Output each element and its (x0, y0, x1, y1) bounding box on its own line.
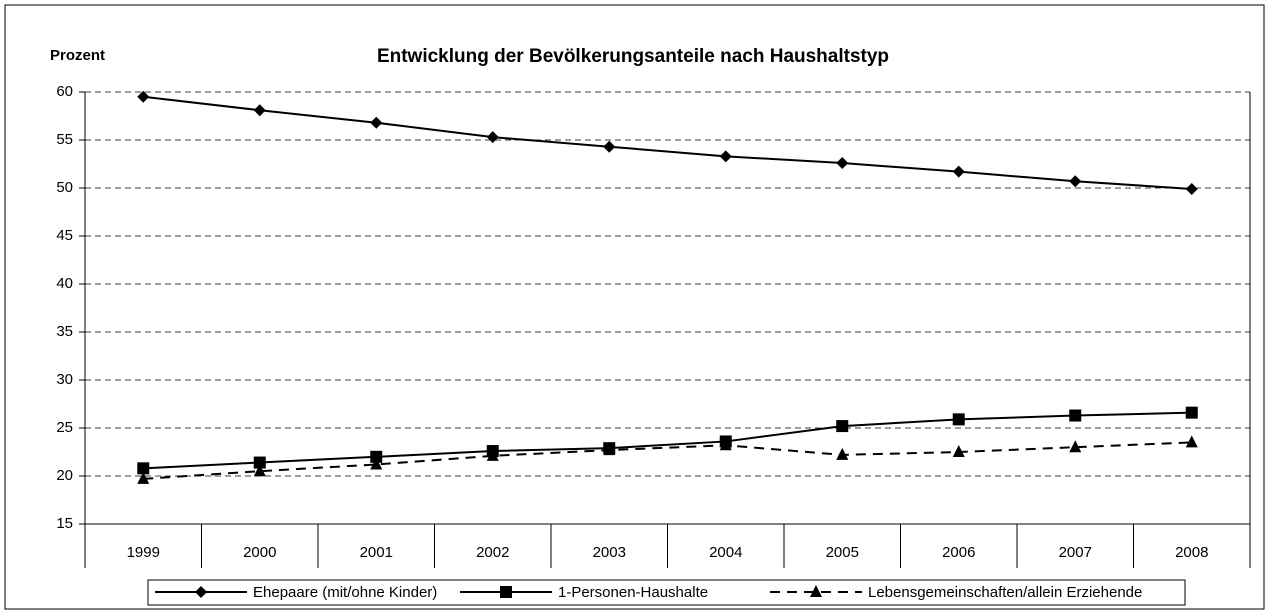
x-tick-label: 2000 (243, 544, 276, 561)
y-tick-label: 30 (56, 371, 73, 388)
data-point (603, 443, 616, 456)
legend-marker (500, 586, 512, 598)
chart-border (4, 4, 1265, 610)
chart-title: Entwicklung der Bevölkerungsanteile nach… (377, 46, 889, 67)
legend-box (147, 579, 1186, 606)
x-tick-label: 2001 (360, 544, 393, 561)
series-line (143, 95, 1192, 190)
x-tick-label: 2004 (709, 544, 742, 561)
data-point (370, 450, 383, 463)
data-point (1185, 182, 1198, 195)
y-tick-label: 20 (56, 467, 73, 484)
legend-label: Lebensgemeinschaften/allein Erziehende (868, 584, 1142, 601)
data-point (137, 462, 150, 475)
x-tick-label: 1999 (127, 544, 160, 561)
data-point (370, 457, 383, 470)
x-tick-label: 2005 (826, 544, 859, 561)
y-tick-label: 55 (56, 131, 73, 148)
y-tick-label: 50 (56, 179, 73, 196)
legend-marker (195, 586, 207, 598)
y-tick-label: 15 (56, 515, 73, 532)
legend-label: Ehepaare (mit/ohne Kinder) (253, 584, 437, 601)
data-point (603, 140, 616, 153)
data-point (253, 104, 266, 117)
data-point (486, 131, 499, 144)
y-tick-label: 45 (56, 227, 73, 244)
data-point (952, 413, 965, 426)
data-point (836, 157, 849, 170)
data-point (253, 456, 266, 469)
x-tick-label: 2003 (593, 544, 626, 561)
legend-label: 1-Personen-Haushalte (558, 584, 708, 601)
data-point (486, 448, 499, 461)
y-tick-label: 25 (56, 419, 73, 436)
data-point (370, 116, 383, 129)
series-line (143, 441, 1192, 480)
x-tick-label: 2007 (1059, 544, 1092, 561)
data-point (836, 447, 849, 460)
data-point (952, 445, 965, 457)
data-point (137, 471, 150, 484)
x-tick-label: 2008 (1175, 544, 1208, 561)
data-point (836, 420, 849, 433)
series-line (143, 411, 1192, 470)
y-axis-label: Prozent (50, 47, 105, 64)
y-tick-label: 35 (56, 323, 73, 340)
data-point (1069, 440, 1082, 453)
y-tick-label: 60 (56, 83, 73, 100)
data-point (1069, 409, 1082, 422)
data-point (719, 150, 732, 163)
x-tick-label: 2002 (476, 544, 509, 561)
data-point (137, 90, 150, 103)
data-point (1185, 435, 1198, 448)
data-point (719, 438, 732, 451)
data-point (952, 165, 965, 178)
y-tick-label: 40 (56, 275, 73, 292)
x-tick-label: 2006 (942, 544, 975, 561)
data-point (1069, 175, 1082, 188)
data-point (1185, 406, 1198, 419)
legend-marker (810, 585, 822, 597)
data-point (253, 464, 266, 477)
